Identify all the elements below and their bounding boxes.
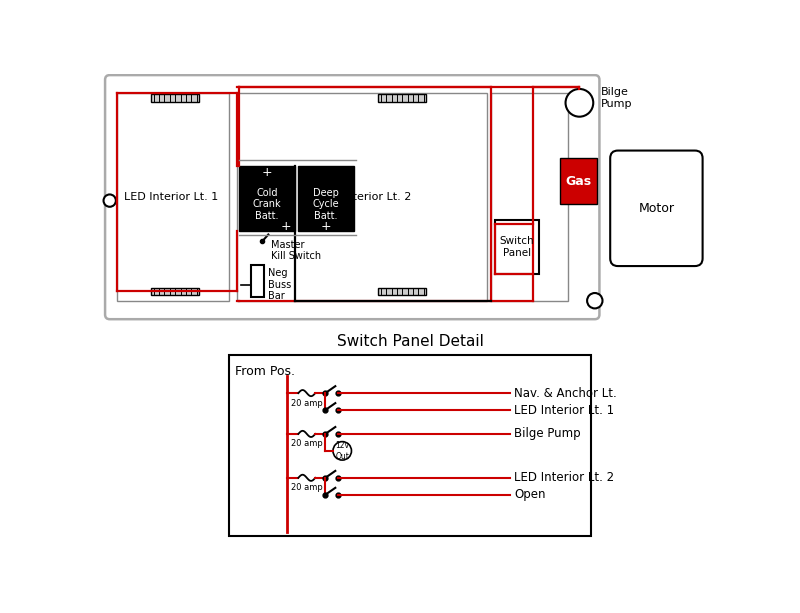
Bar xyxy=(378,94,426,102)
Bar xyxy=(560,158,597,205)
Circle shape xyxy=(566,89,594,116)
Text: +: + xyxy=(321,220,331,234)
Text: Neg
Buss
Bar: Neg Buss Bar xyxy=(267,268,291,301)
Bar xyxy=(237,93,487,301)
Bar xyxy=(151,94,199,102)
Text: LED Interior Lt. 2: LED Interior Lt. 2 xyxy=(514,471,614,484)
Circle shape xyxy=(103,194,116,207)
FancyBboxPatch shape xyxy=(105,75,599,319)
Bar xyxy=(229,354,591,536)
Bar xyxy=(118,93,229,301)
Bar xyxy=(491,93,568,301)
Circle shape xyxy=(333,441,351,460)
Text: 12v
Out: 12v Out xyxy=(335,441,350,460)
Bar xyxy=(151,287,199,295)
Text: Cold
Crank
Batt.: Cold Crank Batt. xyxy=(253,188,281,221)
Text: 20 amp: 20 amp xyxy=(291,398,322,408)
Bar xyxy=(298,166,354,232)
Text: Gas: Gas xyxy=(566,175,592,188)
Circle shape xyxy=(587,293,602,308)
Text: Deep
Cycle
Batt.: Deep Cycle Batt. xyxy=(313,188,339,221)
Bar xyxy=(378,287,426,295)
Text: LED Interior Lt. 1: LED Interior Lt. 1 xyxy=(124,192,218,202)
Text: Bilge
Pump: Bilge Pump xyxy=(601,88,633,109)
Text: Open: Open xyxy=(514,488,546,501)
Text: Switch Panel Detail: Switch Panel Detail xyxy=(337,334,483,349)
Text: LED Interior Lt. 1: LED Interior Lt. 1 xyxy=(514,403,614,417)
Text: LED Interior Lt. 2: LED Interior Lt. 2 xyxy=(317,192,411,202)
Text: Master
Kill Switch: Master Kill Switch xyxy=(271,240,322,262)
Text: +: + xyxy=(281,220,291,234)
Text: Switch
Panel: Switch Panel xyxy=(500,236,534,257)
Bar xyxy=(494,220,539,274)
Text: Motor: Motor xyxy=(638,202,674,215)
Text: +: + xyxy=(262,166,272,178)
Bar xyxy=(250,265,265,297)
Text: From Pos.: From Pos. xyxy=(235,365,295,378)
Text: Nav. & Anchor Lt.: Nav. & Anchor Lt. xyxy=(514,387,617,400)
Text: 20 amp: 20 amp xyxy=(291,440,322,448)
Text: 20 amp: 20 amp xyxy=(291,483,322,492)
Text: Bilge Pump: Bilge Pump xyxy=(514,427,581,440)
Bar xyxy=(239,166,294,232)
FancyBboxPatch shape xyxy=(610,151,702,266)
